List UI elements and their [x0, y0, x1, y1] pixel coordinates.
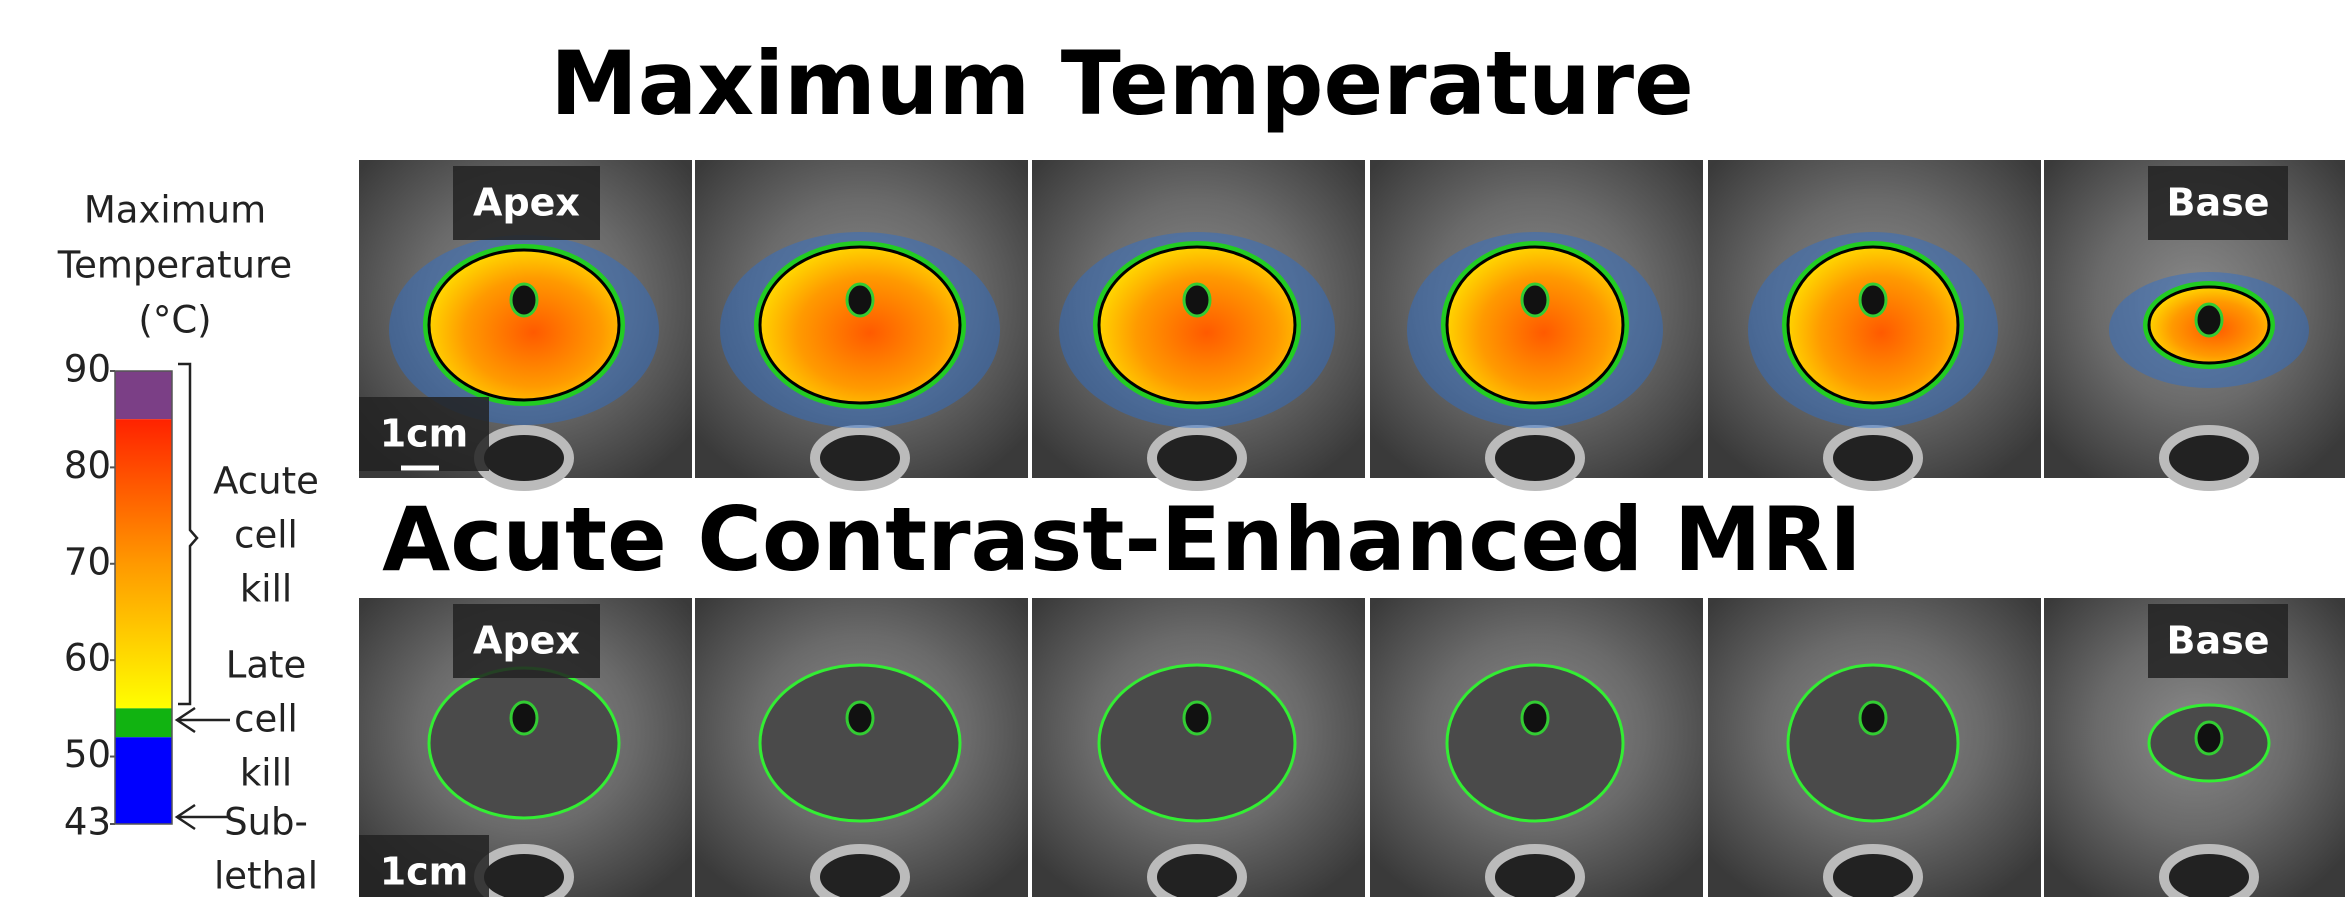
urethra [847, 702, 873, 734]
panel-label: Base [2167, 619, 2270, 663]
heat-map [1788, 247, 1958, 403]
heat-map [1447, 247, 1623, 403]
heat-map [1099, 247, 1295, 403]
panel-label: 1cm [380, 850, 469, 894]
zone-label: cell [234, 514, 298, 557]
mri-panel [695, 160, 1028, 486]
color-band [115, 737, 172, 824]
zone-label: Acute [213, 460, 319, 503]
tick-label: 70 [64, 540, 111, 583]
urethra [1522, 702, 1548, 734]
arrow [177, 708, 230, 732]
tick-label: 60 [64, 637, 111, 680]
urethra [1860, 284, 1886, 316]
panel-label: Apex [473, 181, 580, 225]
zone-label: kill [240, 568, 292, 611]
mri-panel [695, 598, 1028, 897]
mri-panel: Base [2044, 598, 2345, 897]
urethra [1522, 284, 1548, 316]
urethra [511, 702, 537, 734]
zone-label: Sub- [224, 801, 308, 844]
rectum [1152, 430, 1242, 486]
figure: Maximum Temperature Acute Contrast-Enhan… [0, 0, 2345, 897]
title: Maximum Temperature [550, 32, 1694, 135]
color-band [115, 419, 172, 708]
tick-label: 50 [64, 733, 111, 776]
gland [429, 668, 619, 818]
heat-map [429, 250, 619, 400]
rectum [1490, 430, 1580, 486]
title: Acute Contrast-Enhanced MRI [382, 488, 1862, 591]
mri-panel: Apex 1cm [359, 598, 692, 897]
rectum [1152, 849, 1242, 897]
zone-label: kill [240, 752, 292, 795]
mri-panel: Apex 1cm [359, 160, 692, 486]
bracket [178, 364, 197, 704]
heat-map [760, 247, 960, 403]
panel-label: Base [2167, 181, 2270, 225]
mri-panel [1370, 160, 1703, 486]
urethra [1184, 702, 1210, 734]
tick-label: 43 [64, 801, 111, 844]
urethra [1860, 702, 1886, 734]
panel-label: 1cm [380, 412, 469, 456]
rectum [479, 430, 569, 486]
legend-title: (°C) [138, 299, 211, 342]
rectum [2164, 430, 2254, 486]
gland [1447, 665, 1623, 821]
panel-label: Apex [473, 619, 580, 663]
zone-label: cell [234, 698, 298, 741]
rectum [1490, 849, 1580, 897]
tick-label: 90 [64, 348, 111, 391]
urethra [2196, 304, 2222, 336]
arrow [177, 805, 230, 829]
color-band [115, 371, 172, 419]
mri-panel [1708, 598, 2041, 897]
legend-title: Temperature [57, 244, 292, 287]
zone-label: lethal [214, 855, 318, 897]
tick-label: 80 [64, 444, 111, 487]
urethra [2196, 722, 2222, 754]
rectum [815, 849, 905, 897]
gland [1788, 665, 1958, 821]
mri-panel: Base [2044, 160, 2345, 486]
rectum [1828, 430, 1918, 486]
rectum [815, 430, 905, 486]
color-band [115, 708, 172, 737]
urethra [1184, 284, 1210, 316]
rectum [2164, 849, 2254, 897]
mri-panel [1370, 598, 1703, 897]
gland [1099, 665, 1295, 821]
rectum [479, 849, 569, 897]
mri-panel [1032, 160, 1365, 486]
mri-panel [1032, 598, 1365, 897]
legend-title: Maximum [84, 189, 266, 232]
gland [760, 665, 960, 821]
mri-panel [1708, 160, 2041, 486]
rectum [1828, 849, 1918, 897]
urethra [511, 284, 537, 316]
zone-label: Late [226, 644, 307, 687]
urethra [847, 284, 873, 316]
